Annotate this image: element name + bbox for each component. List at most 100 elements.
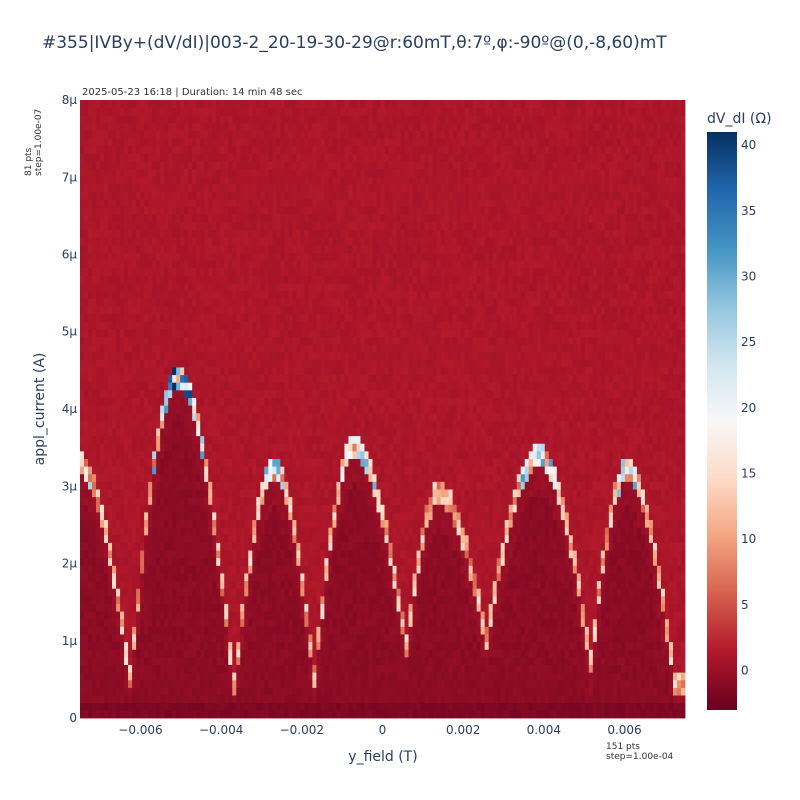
heatmap-cell xyxy=(84,527,89,536)
heatmap-cell xyxy=(300,344,305,353)
heatmap-cell xyxy=(164,344,169,353)
heatmap-cell xyxy=(272,618,277,627)
heatmap-cell xyxy=(252,595,257,604)
heatmap-cell xyxy=(188,313,193,322)
heatmap-cell xyxy=(172,489,177,498)
heatmap-cell xyxy=(136,336,141,345)
heatmap-cell xyxy=(92,168,97,177)
heatmap-cell xyxy=(248,122,253,131)
heatmap-cell xyxy=(260,328,265,337)
heatmap-cell xyxy=(192,672,197,681)
heatmap-cell xyxy=(140,519,145,528)
heatmap-cell xyxy=(124,412,129,421)
heatmap-cell xyxy=(212,527,217,536)
heatmap-cell xyxy=(316,168,321,177)
heatmap-cell xyxy=(104,443,109,452)
heatmap-cell xyxy=(264,161,269,170)
heatmap-cell xyxy=(248,450,253,459)
heatmap-cell xyxy=(316,260,321,269)
heatmap-cell xyxy=(200,634,205,643)
heatmap-cell xyxy=(228,672,233,681)
heatmap-cell xyxy=(252,267,257,276)
heatmap-cell xyxy=(188,679,193,688)
heatmap-cell xyxy=(128,611,133,620)
heatmap-cell xyxy=(156,450,161,459)
heatmap-cell xyxy=(156,176,161,185)
heatmap-cell xyxy=(108,450,113,459)
heatmap-cell xyxy=(220,283,225,292)
heatmap-cell xyxy=(304,481,309,490)
heatmap-cell xyxy=(300,389,305,398)
heatmap-cell xyxy=(324,557,329,566)
heatmap-cell xyxy=(260,450,265,459)
heatmap-cell xyxy=(176,542,181,551)
heatmap-cell xyxy=(260,153,265,162)
heatmap-cell xyxy=(312,603,317,612)
heatmap-cell xyxy=(132,512,137,521)
heatmap-cell xyxy=(220,656,225,665)
heatmap-cell xyxy=(224,382,229,391)
heatmap-cell xyxy=(88,458,93,467)
heatmap-cell xyxy=(116,641,121,650)
heatmap-cell xyxy=(136,252,141,261)
heatmap-cell xyxy=(244,557,249,566)
heatmap-cell xyxy=(184,199,189,208)
heatmap-cell xyxy=(292,557,297,566)
heatmap-cell xyxy=(136,405,141,414)
heatmap-cell xyxy=(112,428,117,437)
heatmap-cell xyxy=(252,527,257,536)
heatmap-cell xyxy=(172,573,177,582)
heatmap-cell xyxy=(304,405,309,414)
heatmap-cell xyxy=(112,443,117,452)
heatmap-cell xyxy=(200,397,205,406)
heatmap-cell xyxy=(156,298,161,307)
heatmap-cell xyxy=(320,206,325,215)
heatmap-cell xyxy=(100,695,105,704)
heatmap-cell xyxy=(88,367,93,376)
heatmap-cell xyxy=(132,473,137,482)
heatmap-cell xyxy=(288,435,293,444)
heatmap-cell xyxy=(288,290,293,299)
heatmap-cell xyxy=(168,145,173,154)
heatmap-cell xyxy=(300,656,305,665)
heatmap-cell xyxy=(280,183,285,192)
heatmap-cell xyxy=(176,244,181,253)
heatmap-cell xyxy=(88,161,93,170)
heatmap-cell xyxy=(140,382,145,391)
heatmap-cell xyxy=(116,206,121,215)
heatmap-cell xyxy=(304,252,309,261)
heatmap-cell xyxy=(116,260,121,269)
heatmap-cell xyxy=(148,298,153,307)
heatmap-cell xyxy=(152,161,157,170)
heatmap-cell xyxy=(176,168,181,177)
heatmap-cell xyxy=(208,634,213,643)
heatmap-cell xyxy=(128,679,133,688)
heatmap-cell xyxy=(152,702,157,711)
heatmap-cell xyxy=(176,191,181,200)
heatmap-cell xyxy=(244,420,249,429)
heatmap-cell xyxy=(116,702,121,711)
heatmap-cell xyxy=(220,306,225,315)
heatmap-cell xyxy=(116,145,121,154)
heatmap-cell xyxy=(272,611,277,620)
heatmap-cell xyxy=(84,702,89,711)
heatmap-cell xyxy=(224,672,229,681)
heatmap-cell xyxy=(176,260,181,269)
heatmap-cell xyxy=(260,519,265,528)
heatmap-cell xyxy=(96,489,101,498)
heatmap-cell xyxy=(176,580,181,589)
heatmap-cell xyxy=(296,695,301,704)
heatmap-cell xyxy=(264,466,269,475)
heatmap-cell xyxy=(92,519,97,528)
heatmap-cell xyxy=(104,168,109,177)
heatmap-cell xyxy=(300,618,305,627)
heatmap-cell xyxy=(176,138,181,147)
heatmap-cell xyxy=(244,412,249,421)
heatmap-cell xyxy=(208,283,213,292)
heatmap-cell xyxy=(200,359,205,368)
heatmap-cell xyxy=(224,267,229,276)
heatmap-cell xyxy=(104,306,109,315)
heatmap-cell xyxy=(180,466,185,475)
heatmap-cell xyxy=(296,626,301,635)
heatmap-cell xyxy=(164,428,169,437)
